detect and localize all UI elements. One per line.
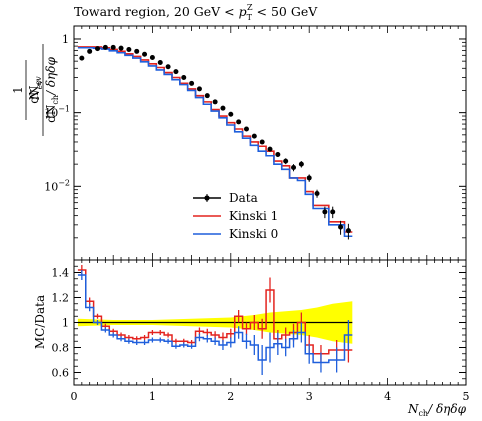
data-point xyxy=(165,64,171,70)
data-point xyxy=(189,80,195,86)
ratio-y-tick-label: 0.6 xyxy=(52,367,70,380)
ratio-y-tick-label: 1.2 xyxy=(52,292,70,305)
x-tick-label: 1 xyxy=(149,390,156,403)
data-point xyxy=(314,190,320,196)
data-point xyxy=(142,51,148,57)
data-point xyxy=(95,46,101,52)
data-point xyxy=(220,105,226,111)
main-y-axis-label: 1 Nev xyxy=(11,60,44,120)
svg-text:Kinski 1: Kinski 1 xyxy=(229,209,278,223)
svg-text:dNch/ δηδφ: dNch/ δηδφ xyxy=(44,57,60,123)
legend: Data Kinski 1 Kinski 0 xyxy=(193,191,278,241)
svg-text:Data: Data xyxy=(229,191,258,205)
data-point xyxy=(259,139,265,145)
data-point xyxy=(118,45,124,51)
data-point xyxy=(79,55,85,61)
data-point xyxy=(330,209,336,215)
ratio-y-tick-label: 1.4 xyxy=(52,267,70,280)
data-point xyxy=(196,86,202,92)
data-point xyxy=(134,48,140,54)
ratio-y-tick-label: 1 xyxy=(62,317,69,330)
x-tick-label: 5 xyxy=(463,390,470,403)
data-point xyxy=(267,146,273,152)
main-y-axis-label-fraction: dNev dNch/ δηδφ xyxy=(27,44,60,136)
svg-text:Nev: Nev xyxy=(28,80,44,101)
data-point xyxy=(345,228,351,234)
svg-text:dNev: dNev xyxy=(27,76,43,104)
main-panel: 1 10−1 10−2 xyxy=(44,26,467,260)
data-point xyxy=(338,224,344,230)
data-point xyxy=(173,69,179,75)
data-point xyxy=(228,111,234,117)
data-point xyxy=(306,175,312,181)
data-point xyxy=(149,55,155,61)
x-axis-label: Nch/ δηδφ xyxy=(407,402,467,418)
main-y-tick-label: 1 xyxy=(62,33,69,46)
series-line-kinski-1 xyxy=(77,46,353,233)
data-point xyxy=(275,152,281,158)
x-tick-label: 2 xyxy=(227,390,234,403)
svg-text:Kinski 0: Kinski 0 xyxy=(229,227,278,241)
main-frame xyxy=(73,25,467,261)
main-plot-area xyxy=(77,44,353,240)
data-point xyxy=(87,48,93,54)
ratio-panel: 0.6 0.8 1 1.2 1.4 0 1 2 3 4 5 xyxy=(52,260,470,403)
data-point xyxy=(204,93,210,99)
data-point xyxy=(181,74,187,80)
data-point xyxy=(298,161,304,167)
data-point xyxy=(110,44,116,50)
x-tick-label: 0 xyxy=(71,390,78,403)
main-y-tick-label: 10−2 xyxy=(44,178,70,193)
ratio-plot-area xyxy=(77,265,353,375)
ratio-y-axis-label: MC/Data xyxy=(33,295,47,349)
data-point xyxy=(283,158,289,164)
data-point xyxy=(243,126,249,132)
main-y-tick-label: 10−1 xyxy=(44,105,70,120)
data-point xyxy=(251,133,257,139)
ratio-y-tick-label: 0.8 xyxy=(52,342,70,355)
data-point xyxy=(322,209,328,215)
svg-text:1: 1 xyxy=(11,86,25,94)
data-point xyxy=(102,44,108,50)
chart-title: Toward region, 20 GeV < pTZ < 50 GeV xyxy=(74,3,318,22)
ratio-line-kinski-1 xyxy=(77,269,353,355)
x-tick-label: 3 xyxy=(306,390,313,403)
data-point xyxy=(291,165,297,171)
ratio-frame xyxy=(73,259,467,386)
x-tick-label: 4 xyxy=(384,390,391,403)
legend-item-data: Data xyxy=(193,191,258,205)
data-point xyxy=(212,99,218,105)
legend-item-kinski-0: Kinski 0 xyxy=(193,227,278,241)
data-point xyxy=(236,119,242,125)
legend-item-kinski-1: Kinski 1 xyxy=(193,209,278,223)
data-point xyxy=(126,46,132,52)
data-point xyxy=(157,59,163,65)
series-line-kinski-0 xyxy=(77,46,353,238)
